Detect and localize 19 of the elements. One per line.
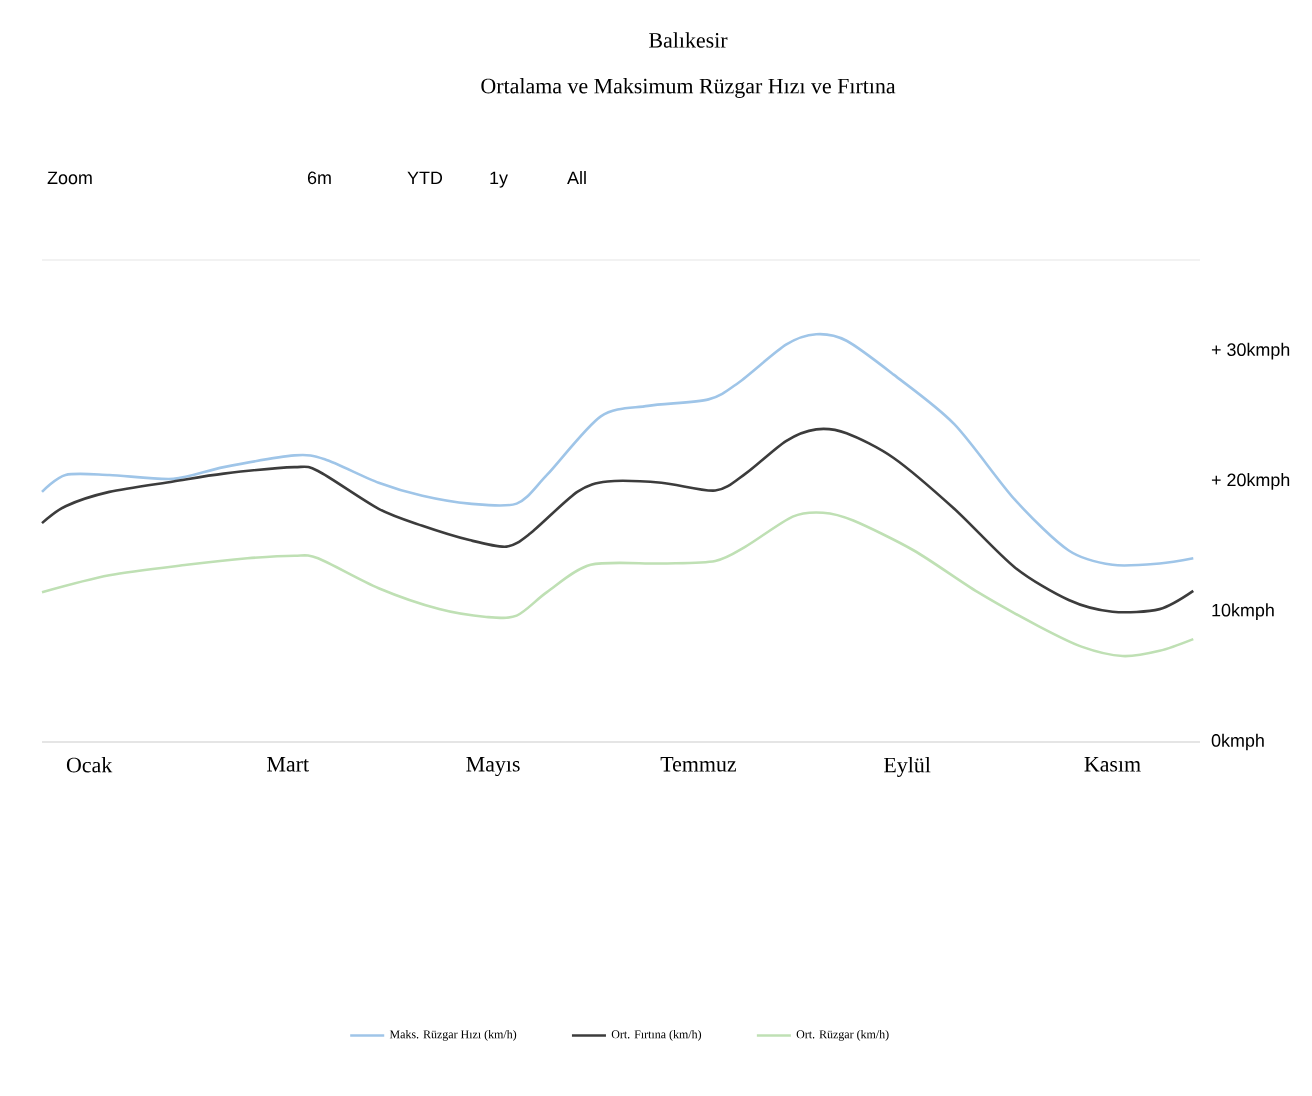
y-tick-label: + 20kmph — [1211, 473, 1290, 490]
line-series — [40, 427, 1195, 614]
x-tick-label: Temmuz — [660, 757, 737, 772]
text: All — [567, 170, 586, 184]
y-tick-label: + 30kmph — [1211, 342, 1290, 360]
text: 6m — [307, 171, 331, 185]
x-tick-label: Mart — [267, 757, 309, 772]
line-series — [40, 332, 1195, 567]
x-tick-label: Eylül — [884, 757, 931, 777]
x-tick-label: Mayıs — [466, 757, 520, 777]
x-tick-label: Kasım — [1084, 757, 1141, 772]
y-tick-label: 0kmph — [1211, 733, 1264, 751]
text: 1y — [490, 171, 508, 188]
text: YTD — [407, 171, 443, 184]
text: Zoom — [47, 171, 92, 185]
chart-subtitle: Ortalama ve Maksimum Rüzgar Hızı ve Fırtına — [481, 78, 896, 98]
chart-title: Balıkesir — [649, 32, 728, 48]
x-tick-label: Ocak — [66, 757, 113, 773]
y-tick-label: 10kmph — [1212, 603, 1274, 621]
